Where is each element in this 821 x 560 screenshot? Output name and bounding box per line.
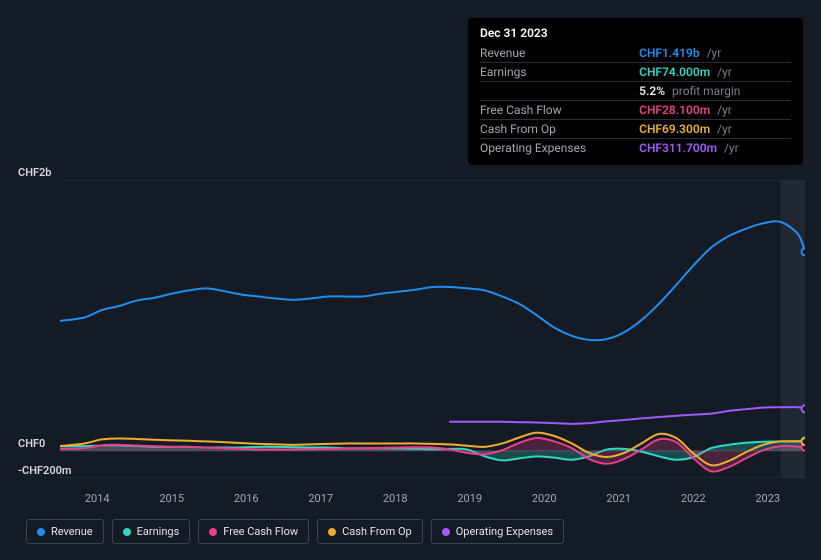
x-tick-label: 2015 [135,492,210,505]
legend-label: Revenue [51,525,93,538]
chart-legend: Revenue Earnings Free Cash Flow Cash From O… [26,519,564,544]
legend-dot-icon [123,528,131,536]
y-tick-label: CHF0 [18,437,45,450]
x-axis-labels: 2014201520162017201820192020202120222023 [60,492,805,505]
data-tooltip: Dec 31 2023 RevenueCHF1.419b /yrEarnings… [468,18,803,165]
legend-dot-icon [442,528,450,536]
x-tick-label: 2017 [284,492,359,505]
legend-label: Free Cash Flow [223,525,298,538]
tooltip-value: CHF1.419b /yr [639,44,791,63]
x-tick-label: 2014 [60,492,135,505]
legend-item[interactable]: Revenue [26,519,104,544]
legend-label: Cash From Op [342,525,412,538]
tooltip-label: Revenue [480,44,639,63]
legend-item[interactable]: Free Cash Flow [198,519,309,544]
tooltip-label [480,82,639,101]
legend-dot-icon [328,528,336,536]
legend-item[interactable]: Earnings [112,519,191,544]
y-tick-label: CHF2b [18,166,52,179]
x-tick-label: 2020 [507,492,582,505]
x-tick-label: 2016 [209,492,284,505]
chart-plot [60,180,805,478]
x-tick-label: 2021 [582,492,657,505]
legend-dot-icon [37,528,45,536]
x-tick-label: 2022 [656,492,731,505]
legend-item[interactable]: Operating Expenses [431,519,564,544]
tooltip-value: CHF74.000m /yr [639,63,791,82]
tooltip-value: CHF69.300m /yr [639,120,791,139]
legend-label: Operating Expenses [456,525,553,538]
tooltip-value: CHF311.700m /yr [639,139,791,158]
tooltip-label: Earnings [480,63,639,82]
x-tick-label: 2023 [731,492,806,505]
x-tick-label: 2019 [433,492,508,505]
tooltip-label: Cash From Op [480,120,639,139]
tooltip-value: 5.2% profit margin [639,82,791,101]
y-tick-label: -CHF200m [18,464,71,477]
legend-label: Earnings [137,525,180,538]
tooltip-table: RevenueCHF1.419b /yrEarningsCHF74.000m /… [480,44,791,157]
x-tick-label: 2018 [358,492,433,505]
tooltip-label: Free Cash Flow [480,101,639,120]
legend-item[interactable]: Cash From Op [317,519,423,544]
tooltip-date: Dec 31 2023 [480,26,791,40]
tooltip-label: Operating Expenses [480,139,639,158]
tooltip-value: CHF28.100m /yr [639,101,791,120]
legend-dot-icon [209,528,217,536]
